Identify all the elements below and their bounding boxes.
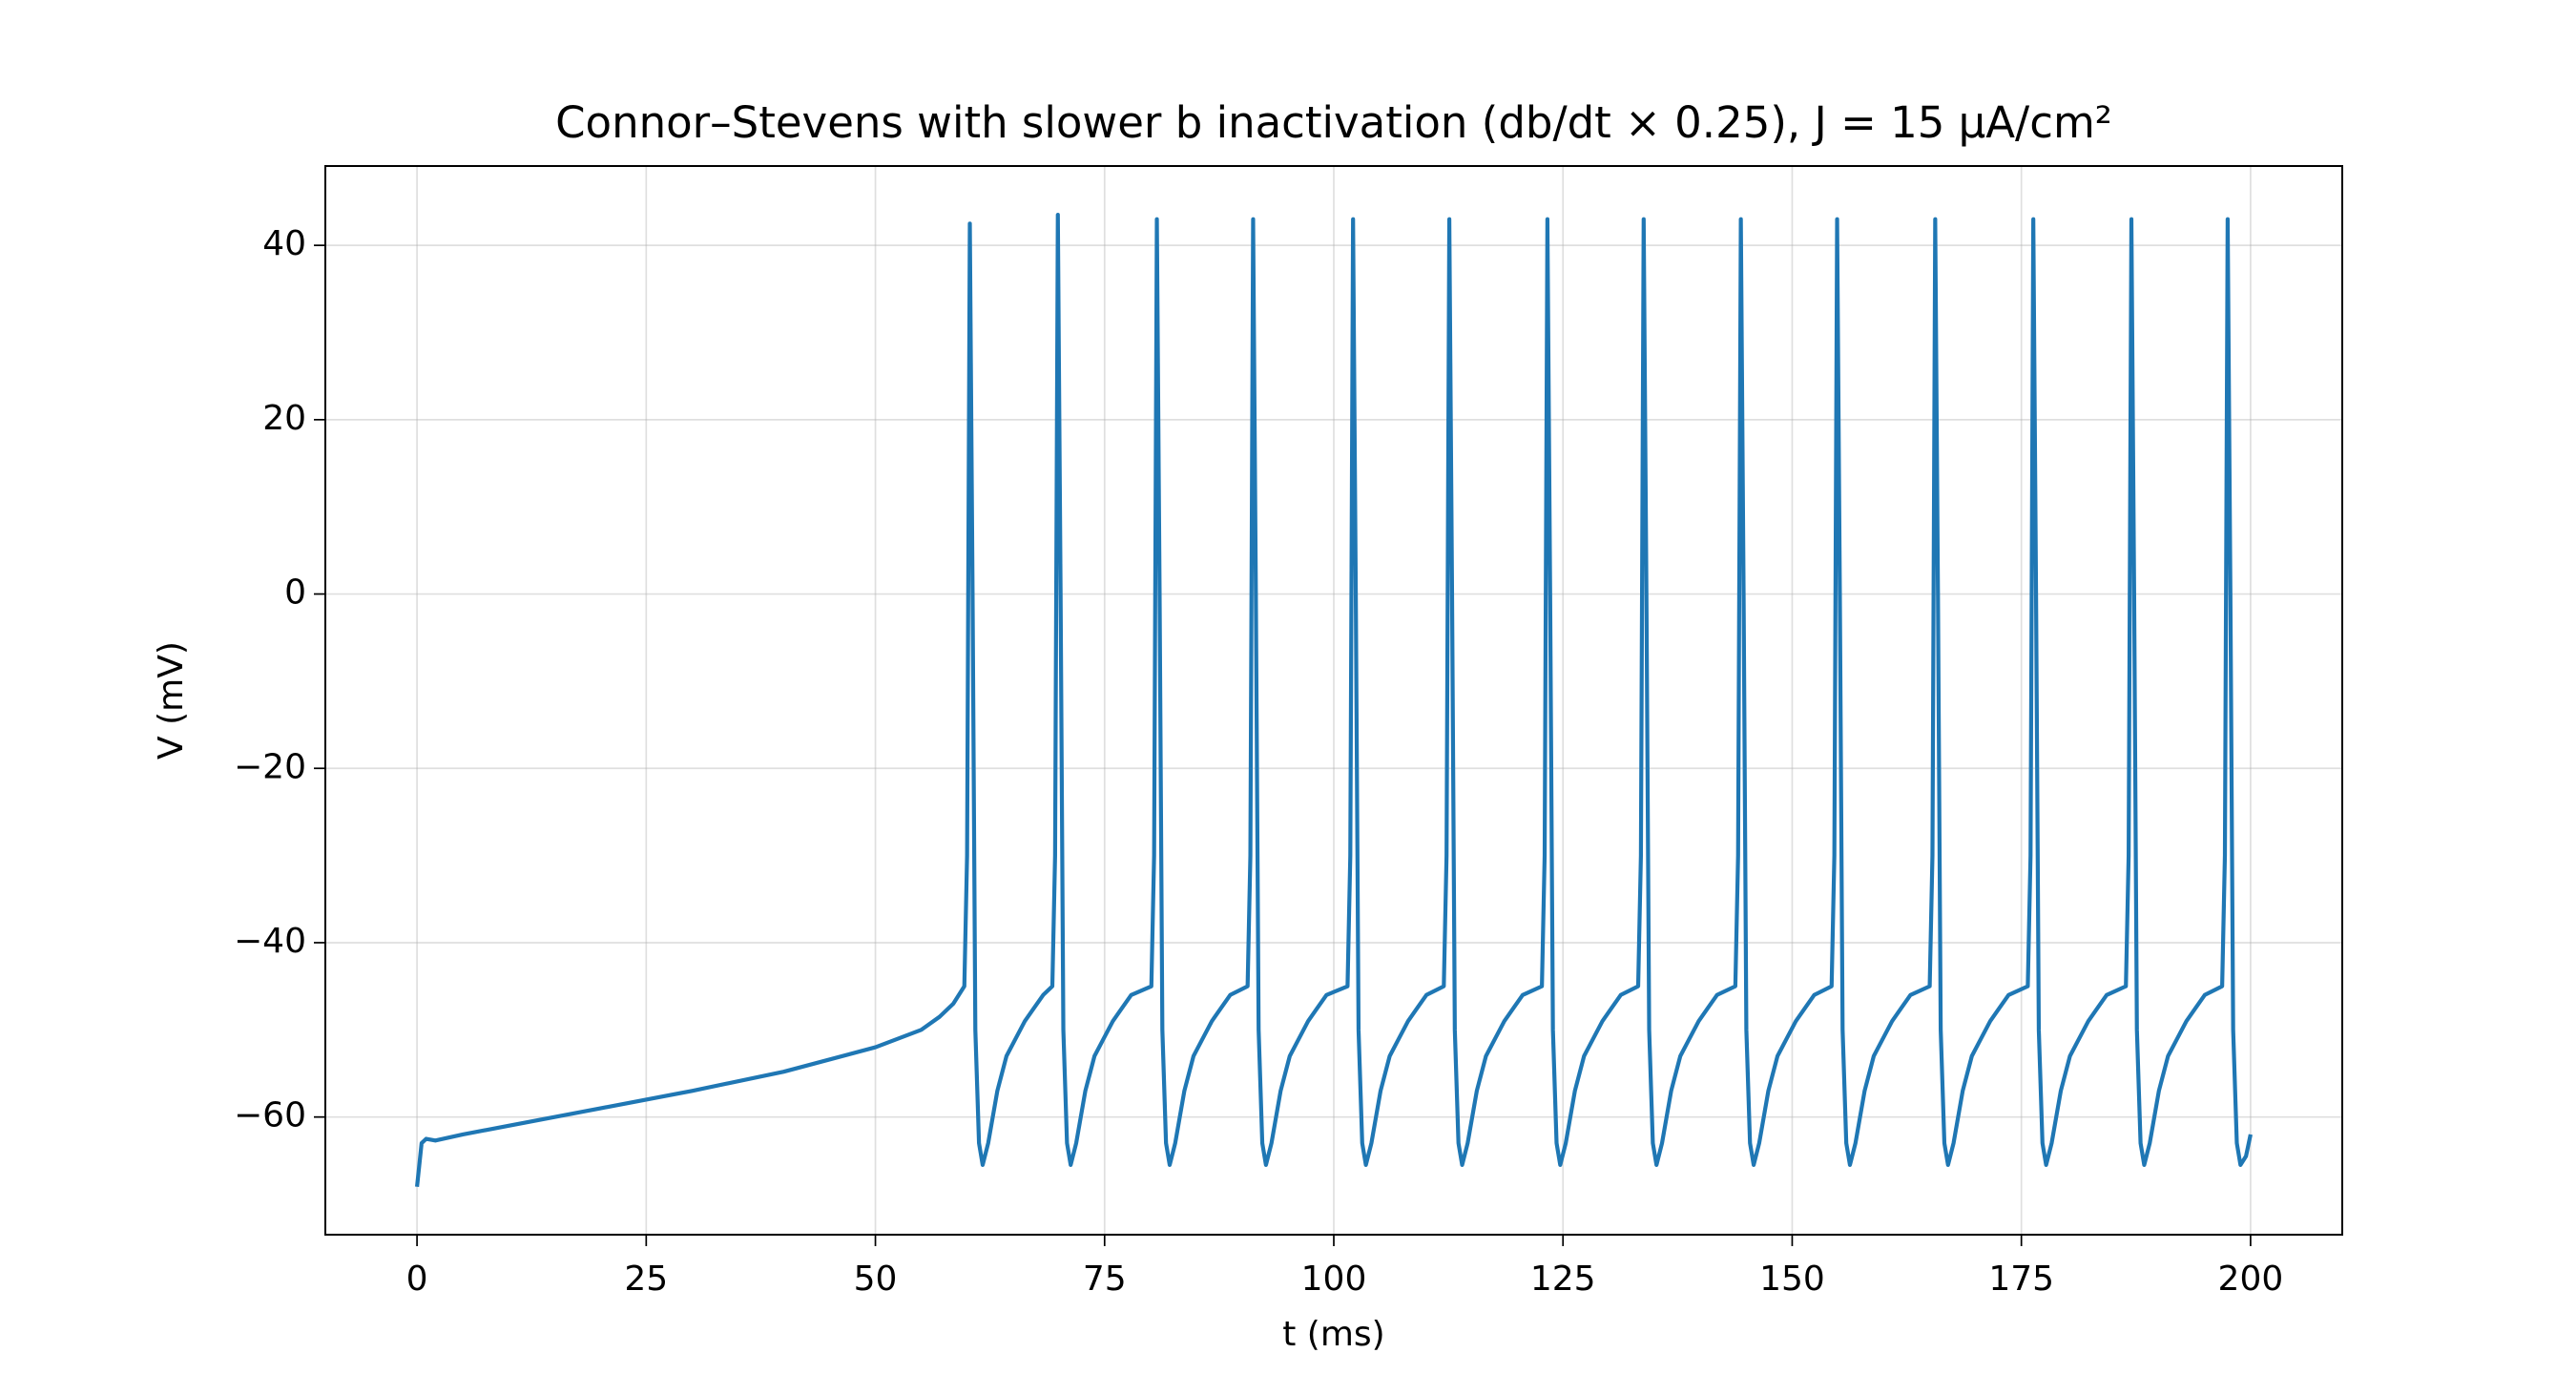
- chart-title: Connor–Stevens with slower b inactivatio…: [555, 97, 2112, 148]
- x-tick-label: 125: [1530, 1260, 1596, 1299]
- x-tick-label: 50: [854, 1260, 898, 1299]
- x-tick-label: 75: [1083, 1260, 1127, 1299]
- x-tick-label: 0: [406, 1260, 428, 1299]
- y-tick-label: −40: [234, 922, 306, 961]
- y-tick-label: 20: [262, 399, 306, 438]
- x-tick-label: 150: [1759, 1260, 1825, 1299]
- x-tick-label: 175: [1988, 1260, 2054, 1299]
- data-line: [415, 213, 2253, 1187]
- x-tick-label: 25: [624, 1260, 668, 1299]
- y-tick-label: 40: [262, 224, 306, 263]
- plot-frame: [324, 165, 2343, 1236]
- x-tick-label: 200: [2218, 1260, 2284, 1299]
- x-tick-label: 100: [1301, 1260, 1367, 1299]
- y-tick-label: −60: [234, 1096, 306, 1135]
- x-axis-label: t (ms): [1282, 1315, 1384, 1354]
- y-axis-label: V (mV): [152, 641, 191, 760]
- y-tick-label: −20: [234, 747, 306, 786]
- y-tick-label: 0: [284, 573, 306, 613]
